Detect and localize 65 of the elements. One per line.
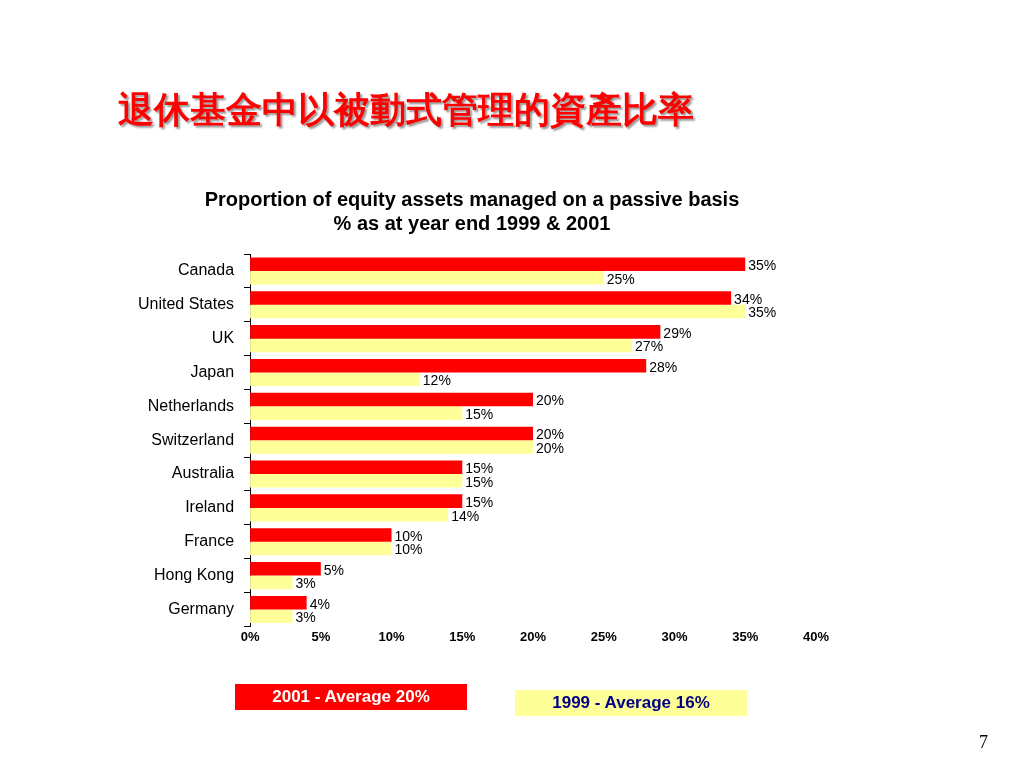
y-tick-label: Switzerland xyxy=(151,430,235,448)
data-label: 4% xyxy=(309,595,330,612)
bar xyxy=(250,372,420,387)
data-label: 15% xyxy=(465,494,494,510)
text: 7 xyxy=(979,732,988,753)
data-label: 10% xyxy=(394,541,423,558)
data-label: 34% xyxy=(734,290,763,307)
bar xyxy=(250,325,661,339)
data-label: 15% xyxy=(465,405,494,422)
data-label: 28% xyxy=(649,358,678,375)
data-label: 3% xyxy=(295,575,316,592)
data-label: 29% xyxy=(663,324,692,341)
y-tick-label: Japan xyxy=(190,362,235,380)
bar xyxy=(250,338,633,353)
data-label: 20% xyxy=(536,392,565,409)
bar xyxy=(250,304,746,319)
y-tick-label: UK xyxy=(211,329,235,347)
text: 1999 - Average 16% xyxy=(515,690,747,716)
bar xyxy=(250,507,449,522)
bar xyxy=(250,291,732,305)
x-tick-label: 30% xyxy=(661,628,688,644)
text: 2001 - Average 20% xyxy=(235,684,467,710)
x-tick-label: 35% xyxy=(732,628,759,644)
data-label: 12% xyxy=(422,372,451,389)
y-tick-label: France xyxy=(184,532,235,550)
x-tick-label: 25% xyxy=(590,628,618,644)
data-label: 3% xyxy=(295,609,316,626)
y-tick-label: Hong Kong xyxy=(153,566,235,584)
x-tick-label: 5% xyxy=(311,628,331,644)
bar xyxy=(250,562,321,576)
y-tick-label: Netherlands xyxy=(147,396,235,414)
bar xyxy=(250,392,534,407)
data-label: 10% xyxy=(394,527,423,544)
data-label: 27% xyxy=(635,338,664,355)
y-tick-label: Australia xyxy=(171,464,235,482)
x-tick-label: 15% xyxy=(449,628,476,644)
x-tick-label: 40% xyxy=(802,628,830,644)
x-tick-label: 10% xyxy=(378,628,405,644)
bar xyxy=(250,494,463,508)
bar xyxy=(250,440,534,454)
chart-subtitle: Proportion of equity assets managed on a passive basis % as at year end 1999 & 2001 xyxy=(204,187,740,234)
bar xyxy=(250,528,392,542)
y-tick-label: United States xyxy=(137,295,235,313)
bar xyxy=(250,460,463,475)
bar xyxy=(250,541,392,556)
bar xyxy=(250,575,293,590)
bar xyxy=(250,257,746,271)
data-label: 35% xyxy=(748,257,777,274)
bar xyxy=(250,595,307,610)
x-tick-label: 20% xyxy=(520,628,547,644)
bar xyxy=(250,426,534,441)
bar xyxy=(250,270,604,285)
x-tick-label: 0% xyxy=(240,628,260,644)
chart-title: 退休基金中以被動式管理的資產比率 xyxy=(118,88,694,132)
data-label: 5% xyxy=(323,561,345,578)
y-tick-label: Canada xyxy=(178,261,235,279)
data-label: 14% xyxy=(451,507,480,524)
bar xyxy=(250,406,463,420)
y-tick-label: Germany xyxy=(168,599,235,617)
bar xyxy=(250,358,647,373)
y-tick-label: Ireland xyxy=(185,498,235,516)
bar xyxy=(250,609,293,624)
bar xyxy=(250,474,463,488)
data-label: 25% xyxy=(606,270,635,287)
data-label: 35% xyxy=(748,304,777,321)
